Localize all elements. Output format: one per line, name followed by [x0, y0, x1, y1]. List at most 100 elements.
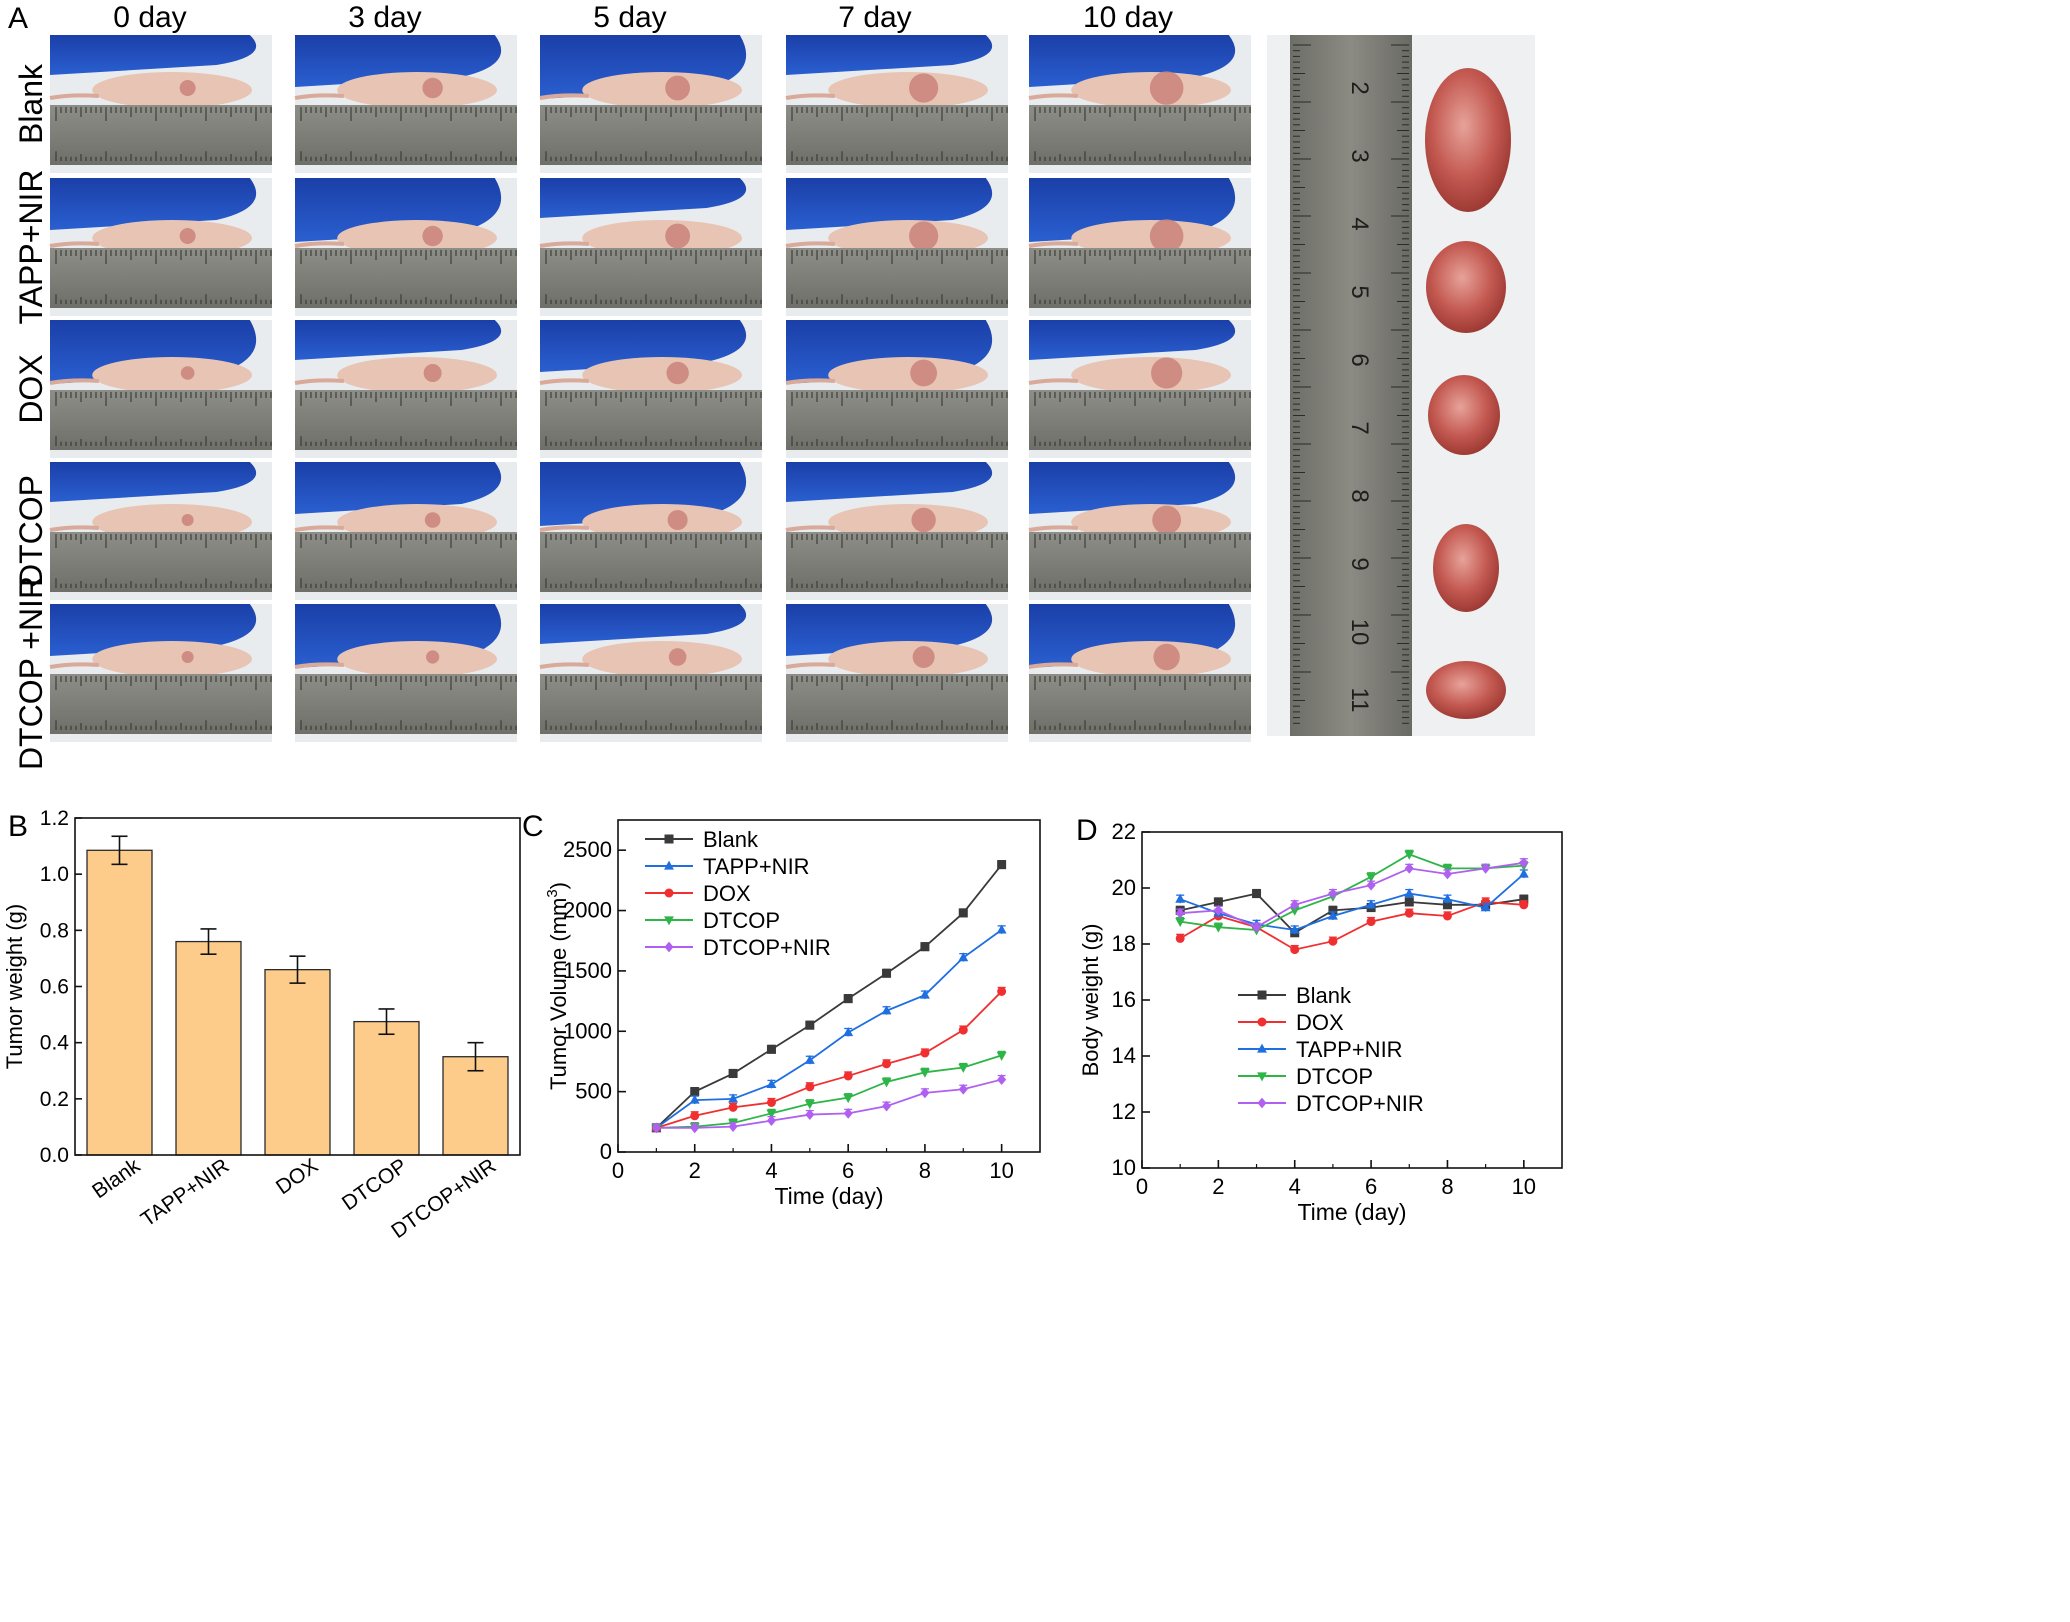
tumor-spot [909, 73, 939, 103]
error-bar [289, 955, 306, 984]
error-bar [111, 835, 128, 866]
plot-frame [1141, 831, 1563, 1169]
ruler [295, 105, 517, 165]
data-point [1366, 899, 1377, 909]
series-blank [651, 860, 1007, 1133]
x-tick-label: DTCOP [338, 1154, 411, 1215]
data-point [690, 1087, 700, 1097]
tumor-spot [912, 646, 935, 668]
tumor-spot [422, 77, 443, 99]
legend-item: Blank [1238, 983, 1352, 1008]
vertical-ruler-ticks [1293, 44, 1409, 724]
ruler [540, 248, 762, 308]
data-point [882, 1100, 892, 1112]
panel-b-label: B [8, 810, 28, 843]
glove-shape [540, 178, 747, 218]
data-point [843, 1071, 853, 1081]
series-line [655, 929, 1003, 1129]
vertical-ruler [1290, 35, 1412, 736]
legend-item: Blank [645, 827, 759, 852]
data-point [805, 1020, 815, 1030]
series-dtcop-nir [1175, 857, 1529, 933]
excised-tumor [1433, 524, 1499, 612]
y-axis-label-superscript: 3 [544, 889, 561, 897]
ruler-ticks [1034, 534, 1251, 588]
data-point [843, 1094, 854, 1104]
day-label: 5 day [593, 1, 666, 34]
ruler [1029, 532, 1251, 592]
mouse-tail [785, 93, 835, 100]
excised-tumor [1428, 375, 1500, 455]
data-point [766, 1098, 776, 1108]
ruler-ticks [791, 107, 1008, 161]
data-point [1442, 900, 1452, 910]
mouse-photo [49, 35, 272, 173]
ruler [295, 248, 517, 308]
ruler-ticks [545, 107, 762, 161]
data-point [690, 1122, 700, 1134]
tumor-spot [181, 651, 194, 663]
data-point [1175, 918, 1186, 927]
y-tick-label: 0.0 [40, 1144, 69, 1167]
data-point [881, 1078, 892, 1088]
data-point [920, 942, 930, 952]
mouse-photo [785, 462, 1008, 600]
data-point [1442, 893, 1453, 903]
data-point [1404, 897, 1414, 907]
ruler-ticks [791, 676, 1008, 730]
data-point [1257, 1017, 1267, 1027]
ruler-ticks [791, 392, 1008, 446]
data-point [1366, 917, 1376, 927]
data-point [766, 1109, 777, 1119]
x-tick-label: 0 [1136, 1174, 1148, 1199]
mouse-body [92, 641, 253, 677]
tumor-spot [179, 228, 196, 244]
excised-tumor [1426, 661, 1506, 719]
data-point [1257, 1072, 1267, 1082]
y-tick-label: 1.2 [40, 807, 69, 830]
tumor-spot [179, 80, 196, 96]
ruler-ticks [791, 250, 1008, 304]
data-point [1289, 924, 1300, 934]
y-tick-label: 10 [1112, 1155, 1136, 1180]
data-point [843, 1107, 853, 1119]
mouse-photo [294, 320, 517, 458]
series-dtcop-nir [651, 1074, 1007, 1134]
y-tick-label: 1500 [563, 958, 612, 983]
mouse-body [92, 72, 253, 108]
ruler-ticks [1034, 676, 1251, 730]
glove-shape [1029, 320, 1236, 360]
vertical-ruler-number: 11 [1346, 688, 1373, 713]
series-line [1179, 901, 1524, 951]
ruler [50, 674, 272, 734]
data-point [996, 924, 1007, 934]
ruler-ticks [1034, 392, 1251, 446]
data-point [1404, 850, 1415, 860]
mouse-tail [1028, 241, 1078, 248]
ruler [540, 532, 762, 592]
vertical-ruler-number: 10 [1346, 619, 1373, 646]
mouse-body [582, 504, 743, 540]
vertical-ruler-number: 2 [1346, 81, 1373, 94]
ruler-ticks [300, 107, 517, 161]
legend-label: DTCOP [703, 908, 780, 933]
series-blank [1175, 888, 1529, 938]
series-tapp-nir [651, 924, 1007, 1132]
day-label: 3 day [348, 1, 421, 34]
tumor-spot [666, 361, 689, 385]
vertical-ruler-numbers: 2 3 4 5 6 7 8 9 10 11 [1346, 81, 1373, 712]
data-point [1404, 908, 1414, 918]
ruler-ticks [1034, 250, 1251, 304]
data-point [1290, 945, 1300, 955]
legend-label: DTCOP [1296, 1064, 1373, 1089]
mouse-tail [294, 241, 344, 248]
data-point [1366, 879, 1376, 891]
mouse-body [828, 504, 989, 540]
glove-shape [786, 178, 993, 230]
data-point [805, 1082, 815, 1092]
ruler-ticks [55, 107, 272, 161]
bar [442, 1056, 509, 1156]
series-dox [651, 986, 1007, 1133]
